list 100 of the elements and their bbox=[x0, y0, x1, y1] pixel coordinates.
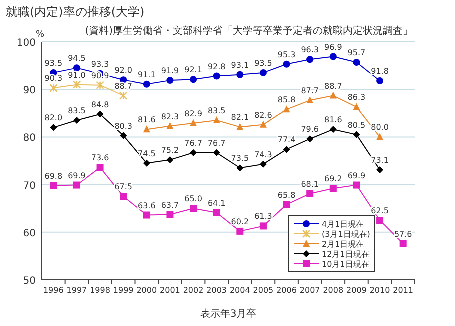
data-label: 93.5 bbox=[254, 58, 272, 68]
data-label: 65.8 bbox=[278, 190, 296, 200]
point bbox=[283, 201, 290, 208]
data-label: 82.9 bbox=[184, 109, 202, 118]
data-label: 88.7 bbox=[114, 82, 132, 91]
data-label: 82.1 bbox=[231, 113, 250, 122]
point bbox=[143, 80, 150, 88]
data-label: 79.6 bbox=[301, 125, 319, 134]
data-label: 69.9 bbox=[348, 171, 366, 180]
point bbox=[353, 131, 360, 138]
point bbox=[376, 133, 384, 140]
point bbox=[283, 106, 290, 113]
point bbox=[376, 217, 384, 224]
text: (資料)厚生労働省・文部科学省「大学等卒業予定者の就職内定状況調査」 bbox=[85, 25, 413, 37]
data-label: 93.1 bbox=[231, 60, 250, 70]
data-label: 88.7 bbox=[324, 82, 342, 91]
legend-label: 12月1日現在 bbox=[322, 250, 370, 259]
data-label: 73.6 bbox=[91, 154, 110, 163]
x-tick-label: 2010 bbox=[370, 286, 390, 295]
data-label: 91.9 bbox=[161, 66, 180, 76]
x-tick-label: 2001 bbox=[160, 286, 180, 295]
point bbox=[166, 122, 174, 130]
point bbox=[330, 53, 337, 60]
data-label: 68.1 bbox=[301, 180, 319, 189]
chart-title: 就職(内定)率の推移(大学) bbox=[6, 5, 145, 19]
data-label: 85.8 bbox=[278, 96, 296, 105]
point bbox=[330, 126, 337, 134]
x-tick-label: 2005 bbox=[253, 286, 274, 295]
point bbox=[260, 69, 267, 76]
point bbox=[190, 149, 198, 156]
data-label: 82.0 bbox=[44, 114, 63, 123]
x-tick-label: 2008 bbox=[323, 286, 344, 295]
point bbox=[143, 126, 150, 133]
point bbox=[236, 228, 244, 235]
data-label: 82.3 bbox=[161, 112, 180, 122]
point bbox=[353, 58, 360, 66]
point bbox=[166, 77, 174, 84]
data-label: 96.3 bbox=[301, 46, 319, 55]
data-label: 60.2 bbox=[231, 217, 250, 226]
y-tick-label: 50 bbox=[23, 276, 36, 287]
point bbox=[120, 193, 128, 200]
data-label: 57.6 bbox=[394, 230, 412, 239]
point bbox=[213, 72, 220, 80]
data-label: 80.5 bbox=[348, 120, 366, 130]
data-label: 91.8 bbox=[371, 67, 389, 76]
x-tick-label: 2003 bbox=[206, 286, 228, 295]
data-label: 92.8 bbox=[208, 62, 226, 72]
data-label: 83.5 bbox=[208, 106, 226, 116]
point bbox=[190, 205, 198, 212]
point bbox=[120, 132, 128, 140]
point bbox=[260, 120, 267, 128]
point bbox=[143, 160, 150, 167]
point bbox=[73, 64, 80, 72]
x-tick-label: 2009 bbox=[346, 286, 367, 295]
x-tick-label: 2000 bbox=[136, 286, 158, 295]
data-label: 73.5 bbox=[231, 154, 250, 164]
x-axis-title: 表示年3月卒 bbox=[200, 308, 257, 320]
point bbox=[306, 136, 314, 143]
y-tick-label: 60 bbox=[23, 228, 36, 240]
point bbox=[376, 166, 384, 174]
data-label: 63.6 bbox=[138, 201, 156, 210]
point bbox=[306, 56, 314, 64]
point bbox=[96, 110, 104, 118]
point bbox=[260, 160, 267, 168]
point bbox=[236, 123, 244, 130]
point bbox=[330, 92, 337, 99]
y-tick-label: 90 bbox=[23, 86, 36, 97]
data-label: 69.2 bbox=[324, 174, 342, 184]
point bbox=[353, 182, 360, 189]
data-label: 76.7 bbox=[208, 138, 226, 148]
data-label: 64.1 bbox=[208, 198, 226, 208]
point bbox=[166, 211, 174, 218]
point bbox=[330, 185, 337, 192]
point bbox=[143, 212, 150, 219]
data-label: 81.6 bbox=[138, 116, 156, 125]
data-label: 80.3 bbox=[114, 122, 132, 131]
point bbox=[283, 60, 290, 68]
point bbox=[306, 96, 314, 104]
data-label: 95.3 bbox=[278, 50, 296, 60]
x-tick-label: 2006 bbox=[276, 286, 297, 295]
point bbox=[96, 81, 104, 90]
y-tick-label: 100 bbox=[16, 38, 36, 49]
x-tick-label: 2002 bbox=[183, 286, 204, 295]
point bbox=[260, 222, 267, 230]
data-label: 69.8 bbox=[44, 172, 63, 181]
legend-label: 10月1日現在 bbox=[322, 260, 370, 269]
point bbox=[353, 103, 360, 110]
data-label: 65.0 bbox=[184, 194, 202, 204]
data-label: 82.6 bbox=[254, 110, 272, 120]
point bbox=[283, 146, 290, 154]
data-label: 77.4 bbox=[278, 136, 296, 145]
point bbox=[236, 71, 244, 78]
point bbox=[166, 156, 174, 164]
y-tick-label: 80 bbox=[23, 133, 36, 144]
data-label: 95.7 bbox=[348, 48, 366, 58]
y-axis-title: % bbox=[36, 30, 45, 40]
point bbox=[400, 240, 407, 248]
data-label: 75.2 bbox=[161, 146, 180, 156]
x-tick-label: 1998 bbox=[90, 286, 110, 295]
data-label: 91.0 bbox=[68, 70, 86, 80]
